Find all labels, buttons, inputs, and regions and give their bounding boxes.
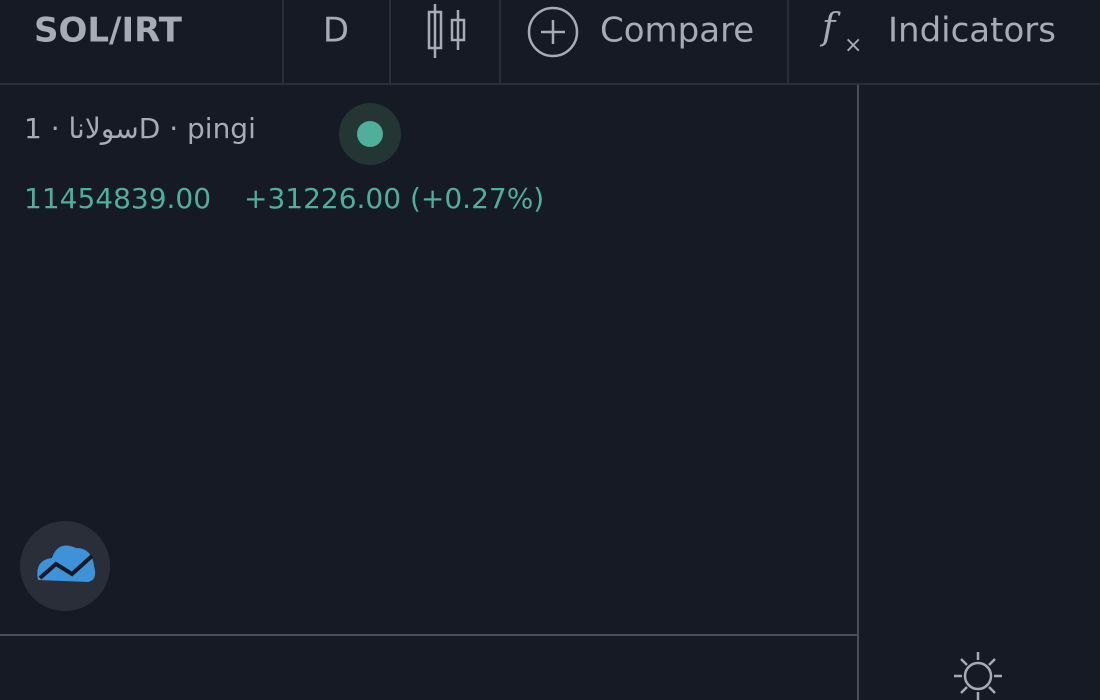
logo[interactable] (20, 521, 110, 611)
compare-icon[interactable] (527, 6, 579, 58)
symbol[interactable]: SOL/IRT (34, 11, 183, 51)
status-dot (357, 121, 383, 147)
legend: سولانا · 1D · pingi 11454839.00 +31226.0… (24, 103, 544, 215)
fx-icon[interactable]: × (844, 33, 862, 58)
settings-icon[interactable] (954, 652, 1002, 700)
interval[interactable]: D (323, 11, 349, 51)
candle-icon[interactable] (427, 4, 466, 58)
legend-change: +31226.00 (+0.27%) (244, 182, 544, 215)
legend-price: 11454839.00 (24, 182, 211, 215)
compare[interactable]: Compare (600, 11, 754, 51)
legend-name: سولانا · 1D · pingi (24, 112, 256, 145)
indicators[interactable]: Indicators (888, 11, 1056, 51)
